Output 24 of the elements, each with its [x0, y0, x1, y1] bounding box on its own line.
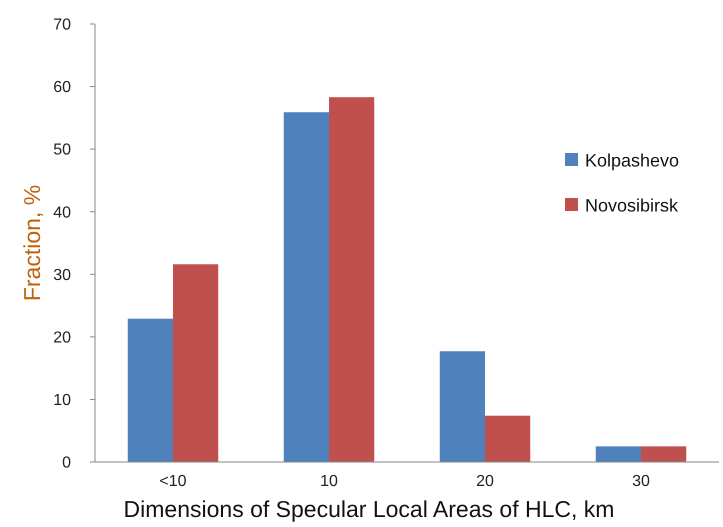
legend-label: Kolpashevo — [585, 150, 680, 170]
bar — [641, 446, 686, 462]
y-tick-label: 60 — [53, 79, 72, 96]
x-tick-label: <10 — [159, 473, 187, 490]
x-axis-title: Dimensions of Specular Local Areas of HLC, km — [124, 496, 614, 522]
y-tick-label: 20 — [53, 329, 72, 346]
legend-label: Novosibirsk — [585, 195, 680, 216]
bar — [596, 446, 641, 462]
x-tick-label: 30 — [632, 473, 650, 490]
bar — [329, 97, 374, 462]
y-tick-label: 70 — [53, 16, 72, 34]
bar — [485, 416, 530, 462]
y-tick-label: 50 — [53, 142, 72, 159]
y-axis-title: Fraction, % — [19, 184, 45, 302]
x-tick-label: 10 — [320, 473, 338, 490]
y-tick-label: 40 — [53, 204, 72, 222]
bar — [173, 264, 218, 462]
bar — [440, 351, 485, 462]
y-tick-label: 10 — [53, 392, 72, 410]
y-tick-label: 30 — [53, 266, 72, 284]
y-tick-label: 0 — [62, 454, 72, 472]
x-tick-label: 20 — [476, 473, 494, 490]
bar — [128, 318, 173, 462]
bar — [284, 112, 329, 462]
